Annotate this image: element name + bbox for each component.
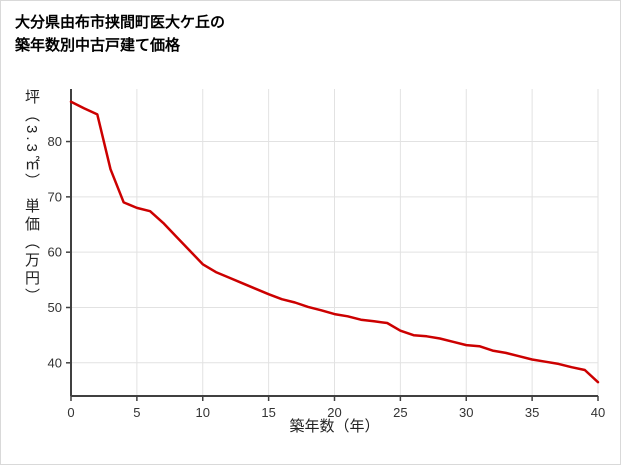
price-line-series [69,100,600,384]
x-tick-label: 15 [261,405,275,420]
y-tick-label: 70 [48,189,62,204]
x-axis-label-text: 築年数（年） [289,418,380,435]
chart-title: 大分県由布市挟間町医大ケ丘の 築年数別中古戸建て価格 [15,11,225,57]
x-tick-label: 35 [525,405,539,420]
x-tick-label: 0 [67,405,74,420]
x-tick-label: 40 [591,405,605,420]
x-axis-label: 築年数（年） [71,415,598,436]
x-tick-label: 10 [196,405,210,420]
y-tick-label: 80 [48,134,62,149]
y-tick-label: 60 [48,245,62,260]
chart-title-line2: 築年数別中古戸建て価格 [15,37,181,54]
x-tick-label: 25 [393,405,407,420]
y-tick-label: 50 [48,300,62,315]
y-axis-label: 坪（3.3㎡） 単価（万円） [21,89,42,396]
x-tick-label: 20 [327,405,341,420]
chart-title-line1: 大分県由布市挟間町医大ケ丘の [15,14,226,31]
y-tick-label: 40 [48,355,62,370]
x-tick-label: 5 [133,405,140,420]
y-axis-label-text: 坪（3.3㎡） 単価（万円） [23,89,40,307]
x-tick-label: 30 [459,405,473,420]
